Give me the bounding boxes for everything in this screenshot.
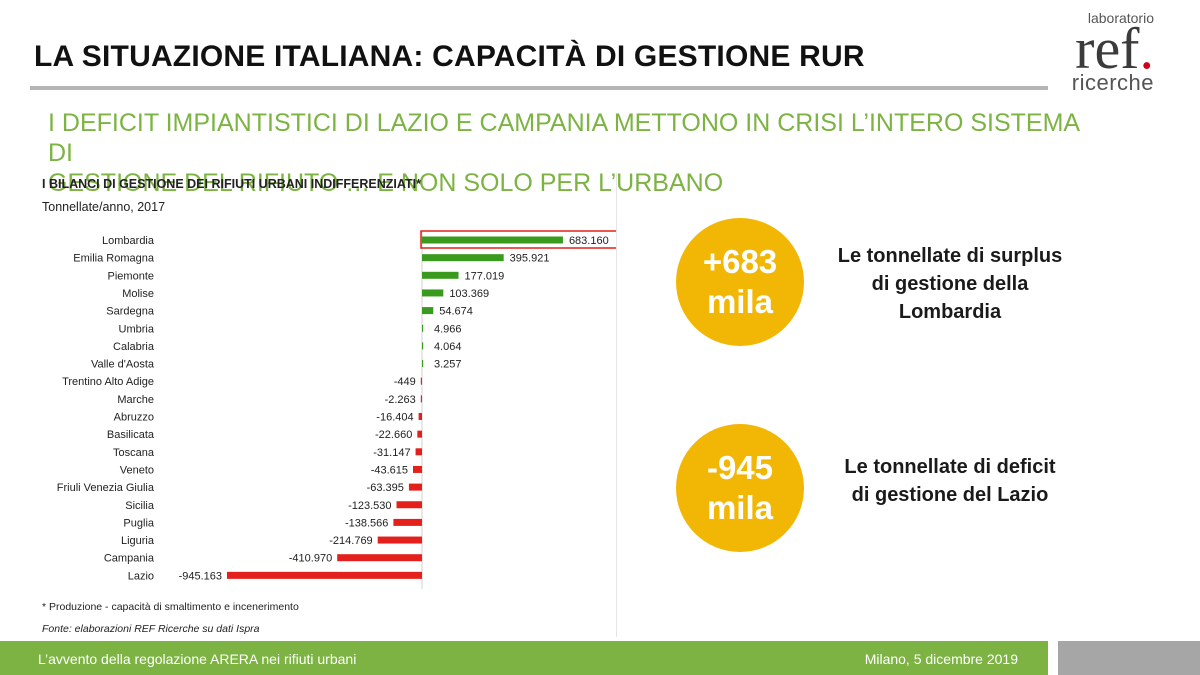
surplus-unit: mila	[706, 283, 774, 320]
category-label: Molise	[122, 288, 154, 300]
chart-title: I BILANCI DI GESTIONE DEI RIFIUTI URBANI…	[42, 177, 421, 191]
bar	[396, 501, 422, 509]
category-label: Sardegna	[106, 306, 155, 318]
bar	[422, 289, 444, 297]
chart-footnote: * Produzione - capacità di smaltimento e…	[42, 601, 299, 613]
surplus-circle: +683 mila	[676, 218, 804, 346]
footer-event-title: L’avvento della regolazione ARERA nei ri…	[38, 651, 357, 667]
subtitle-line-1: I DEFICIT IMPIANTISTICI DI LAZIO E CAMPA…	[48, 109, 1079, 167]
bar	[408, 483, 422, 491]
value-label: -123.530	[348, 500, 391, 512]
value-label: 395.921	[510, 253, 550, 265]
value-label: -63.395	[367, 482, 404, 494]
bar	[420, 377, 422, 385]
bar	[417, 430, 422, 438]
logo-ref: ref	[1075, 16, 1140, 81]
category-label: Sicilia	[125, 500, 155, 512]
logo-dot: .	[1139, 16, 1155, 81]
slide-title: LA SITUAZIONE ITALIANA: CAPACITÀ DI GEST…	[34, 40, 865, 73]
category-label: Lombardia	[102, 235, 155, 247]
value-label: 54.674	[439, 306, 473, 318]
bar	[422, 271, 459, 279]
surplus-caption-line-2: di gestione della	[871, 273, 1029, 295]
category-label: Piemonte	[108, 270, 154, 282]
category-label: Abruzzo	[114, 412, 154, 424]
category-label: Liguria	[121, 535, 155, 547]
highlight-box	[420, 230, 616, 249]
chart-unit: Tonnellate/anno, 2017	[42, 200, 166, 214]
category-label: Lazio	[128, 570, 154, 582]
logo-main-text: ref.	[1044, 20, 1154, 78]
value-label: -945.163	[179, 570, 222, 582]
value-label: 103.369	[449, 288, 489, 300]
value-label: 4.966	[434, 323, 462, 335]
bar	[420, 395, 422, 403]
bar	[413, 465, 422, 473]
logo-top-text: laboratorio	[1087, 10, 1154, 26]
value-label: -22.660	[375, 429, 412, 441]
value-label: 4.064	[434, 341, 462, 353]
value-label: -2.263	[385, 394, 416, 406]
value-label: -16.404	[376, 412, 413, 424]
surplus-caption-line-1: Le tonnellate di surplus	[837, 245, 1063, 267]
category-label: Emilia Romagna	[73, 253, 155, 265]
category-label: Basilicata	[107, 429, 155, 441]
bar	[422, 254, 504, 262]
deficit-caption-line-1: Le tonnellate di deficit	[844, 456, 1056, 478]
deficit-circle: -945 mila	[676, 424, 804, 552]
category-label: Toscana	[113, 447, 155, 459]
category-label: Umbria	[119, 323, 155, 335]
surplus-value: +683	[702, 243, 778, 280]
value-label: -138.566	[345, 517, 388, 529]
footer-date: Milano, 5 dicembre 2019	[864, 651, 1018, 667]
value-label: 3.257	[434, 359, 462, 371]
value-label: -449	[394, 376, 416, 388]
category-label: Puglia	[123, 517, 154, 529]
surplus-caption-line-3: Lombardia	[898, 301, 1002, 323]
bar	[377, 536, 422, 544]
value-label: 177.019	[465, 270, 505, 282]
bar	[422, 324, 424, 332]
bar	[418, 413, 422, 420]
footer-bar: L’avvento della regolazione ARERA nei ri…	[0, 641, 1048, 675]
chart-source: Fonte: elaborazioni REF Ricerche su dati…	[42, 623, 260, 635]
value-label: 683.160	[569, 235, 609, 247]
category-label: Campania	[104, 553, 155, 565]
deficit-caption-line-2: di gestione del Lazio	[851, 484, 1049, 506]
bar	[393, 518, 422, 526]
value-label: -410.970	[289, 553, 332, 565]
bar	[422, 360, 424, 368]
deficit-value: -945	[706, 449, 774, 486]
category-label: Veneto	[120, 464, 154, 476]
ref-ricerche-logo: laboratorio ref. ricerche	[1044, 10, 1154, 94]
category-label: Trentino Alto Adige	[62, 376, 154, 388]
category-label: Marche	[117, 394, 154, 406]
chart-panel: I BILANCI DI GESTIONE DEI RIFIUTI URBANI…	[34, 173, 617, 637]
deficit-unit: mila	[706, 489, 774, 526]
bar-chart: Lombardia 683.160 Emilia Romagna 395.921 Pie…	[57, 230, 616, 589]
bar	[422, 342, 424, 350]
bar	[415, 448, 422, 456]
surplus-caption: Le tonnellate di surplus di gestione del…	[816, 242, 1084, 326]
slide-subtitle: I DEFICIT IMPIANTISTICI DI LAZIO E CAMPA…	[48, 108, 1108, 198]
subtitle-line-2: GESTIONE DEL RIFIUTO … E NON SOLO PER L’…	[48, 169, 724, 197]
category-label: Friuli Venezia Giulia	[57, 482, 155, 494]
bar	[227, 571, 422, 579]
bar	[422, 236, 563, 244]
deficit-caption: Le tonnellate di deficit di gestione del…	[816, 453, 1084, 509]
footer-accent-block	[1058, 641, 1200, 675]
value-label: -214.769	[329, 535, 372, 547]
value-label: -43.615	[371, 464, 408, 476]
category-label: Calabria	[113, 341, 155, 353]
logo-bottom-text: ricerche	[1071, 70, 1154, 95]
category-label: Valle d'Aosta	[91, 359, 155, 371]
bar	[422, 307, 434, 315]
title-divider	[30, 86, 1048, 90]
value-label: -31.147	[373, 447, 410, 459]
bar	[337, 554, 422, 562]
